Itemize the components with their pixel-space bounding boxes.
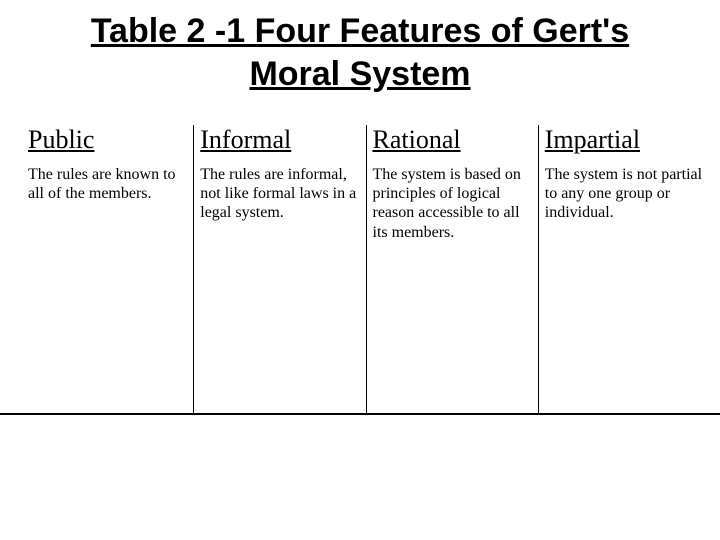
column-body: The rules are informal, not like formal … <box>200 165 359 223</box>
column-header: Informal <box>200 125 359 155</box>
table-column: Informal The rules are informal, not lik… <box>193 125 365 413</box>
column-body: The system is based on principles of log… <box>373 165 532 242</box>
features-table: Public The rules are known to all of the… <box>0 95 720 415</box>
page-title: Table 2 -1 Four Features of Gert's Moral… <box>0 0 720 95</box>
table-column: Rational The system is based on principl… <box>366 125 538 413</box>
column-body: The system is not partial to any one gro… <box>545 165 704 223</box>
table-column: Public The rules are known to all of the… <box>22 125 193 413</box>
column-header: Rational <box>373 125 532 155</box>
column-header: Impartial <box>545 125 704 155</box>
column-header: Public <box>28 125 187 155</box>
column-body: The rules are known to all of the member… <box>28 165 187 203</box>
table-column: Impartial The system is not partial to a… <box>538 125 710 413</box>
